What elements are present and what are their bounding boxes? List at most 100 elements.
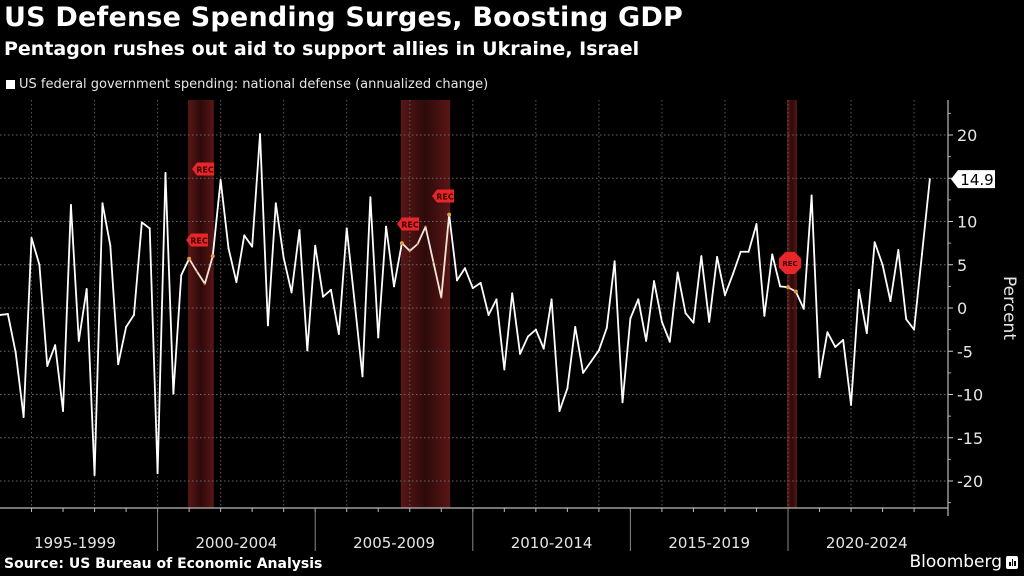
data-point xyxy=(62,410,64,412)
data-point xyxy=(196,270,198,273)
data-point xyxy=(385,225,388,228)
series-segment xyxy=(140,221,151,230)
series-segment xyxy=(314,244,324,298)
series-segment xyxy=(850,288,860,406)
data-point xyxy=(377,336,380,339)
series-segment xyxy=(668,271,679,343)
data-point xyxy=(274,202,277,205)
data-point xyxy=(858,288,860,291)
series-segment xyxy=(6,313,17,354)
data-point xyxy=(30,237,33,239)
recession-band xyxy=(400,100,451,508)
series-segment xyxy=(574,326,585,374)
data-point xyxy=(133,314,135,316)
data-point xyxy=(597,349,600,352)
series-segment xyxy=(416,225,427,245)
series-segment xyxy=(755,223,766,317)
data-point xyxy=(290,291,293,294)
y-tick-label: -15 xyxy=(957,429,983,448)
recession-marker-icon xyxy=(778,251,802,275)
series-segment xyxy=(503,292,514,371)
series-segment xyxy=(692,255,703,324)
data-point xyxy=(440,296,443,299)
series-segment xyxy=(259,133,269,327)
series-segment xyxy=(93,202,104,476)
series-segment xyxy=(180,257,191,277)
x-tick-label: 2010-2014 xyxy=(511,534,593,552)
series-segment xyxy=(211,179,222,258)
legend-label: US federal government spending: national… xyxy=(19,77,489,92)
data-point xyxy=(668,340,671,343)
data-point xyxy=(834,346,837,348)
last-value-label: 14.9 xyxy=(960,171,993,189)
recession-marker-icon xyxy=(432,189,454,203)
series-segment xyxy=(826,331,837,348)
series-segment xyxy=(77,288,88,342)
series-segment xyxy=(865,241,876,334)
series-segment xyxy=(913,253,923,331)
series-segment xyxy=(550,298,561,412)
legend-swatch-icon xyxy=(6,80,15,89)
series-segment xyxy=(471,282,482,290)
series-segment xyxy=(54,344,64,412)
legend: US federal government spending: national… xyxy=(6,77,488,92)
data-point xyxy=(566,387,569,390)
recession-point xyxy=(399,241,404,246)
data-point xyxy=(298,229,301,232)
x-tick-label: 2020-2024 xyxy=(826,534,908,552)
data-point xyxy=(156,472,159,475)
series-segment xyxy=(873,241,884,266)
data-point xyxy=(330,288,332,291)
series-segment xyxy=(125,314,135,328)
y-tick-label: 20 xyxy=(957,126,977,145)
data-point xyxy=(779,285,782,288)
data-point xyxy=(0,314,1,316)
series-segment xyxy=(810,194,821,379)
recession-marker-label: REC xyxy=(196,166,214,175)
data-point xyxy=(361,375,364,378)
data-point xyxy=(763,314,766,317)
data-point xyxy=(527,335,529,338)
recession-marker: REC xyxy=(186,233,208,247)
y-tick-label: 10 xyxy=(957,213,977,232)
recession-point xyxy=(210,254,215,259)
data-point xyxy=(826,331,829,334)
data-point xyxy=(511,292,514,295)
data-point xyxy=(724,294,726,296)
series-segment xyxy=(393,242,403,288)
data-point xyxy=(251,245,254,248)
series-segment xyxy=(621,317,632,404)
series-segment xyxy=(905,318,915,331)
series-segment xyxy=(700,255,711,323)
series-segment xyxy=(432,261,443,299)
data-point xyxy=(22,416,25,418)
series-segment xyxy=(921,178,931,256)
series-segment xyxy=(834,339,845,348)
series-segment xyxy=(566,326,577,390)
data-point xyxy=(613,260,616,263)
y-tick-label: -5 xyxy=(957,342,973,361)
series-segment xyxy=(440,213,451,299)
data-point xyxy=(621,401,624,404)
series-segment xyxy=(377,225,388,339)
data-point xyxy=(582,371,585,374)
series-segment xyxy=(684,312,695,324)
data-point xyxy=(684,312,687,315)
series-segment xyxy=(842,339,852,406)
series-segment xyxy=(479,282,490,316)
series-segment xyxy=(30,237,41,266)
recession-point xyxy=(786,285,790,290)
data-point xyxy=(881,263,884,266)
series-segment xyxy=(881,263,892,302)
data-point xyxy=(393,285,395,288)
data-point xyxy=(605,326,608,329)
series-segment xyxy=(511,292,521,355)
series-segment xyxy=(306,244,317,352)
recession-band xyxy=(787,100,797,508)
y-tick-label: -10 xyxy=(957,386,983,405)
series-segment xyxy=(456,267,466,282)
series-segment xyxy=(203,255,214,285)
data-point xyxy=(818,376,821,379)
data-point xyxy=(306,349,309,352)
y-tick-label: 0 xyxy=(957,299,967,318)
